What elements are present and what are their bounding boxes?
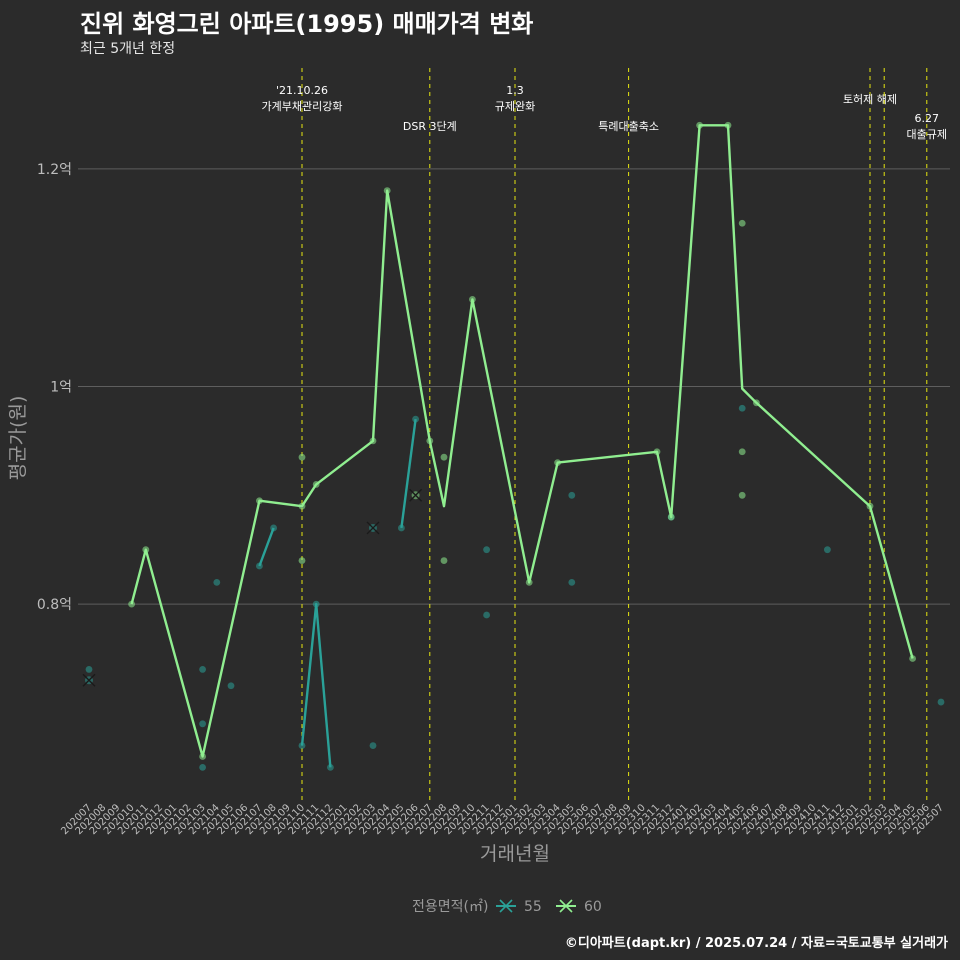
marked-point-x — [82, 673, 96, 687]
series-60 — [128, 121, 916, 760]
data-point — [483, 611, 490, 619]
data-point — [738, 404, 746, 412]
event-label: '21.10.26 — [276, 84, 328, 97]
data-point — [568, 578, 576, 586]
data-point — [227, 682, 235, 690]
marked-point-x — [409, 488, 423, 502]
data-point — [298, 557, 306, 564]
data-point — [298, 453, 306, 461]
data-point — [369, 742, 377, 749]
data-point — [199, 666, 207, 673]
data-point — [937, 698, 945, 706]
event-label: 가계부채관리강화 — [262, 100, 343, 113]
chart-title: 진위 화영그린 아파트(1995) 매매가격 변화 — [80, 10, 534, 38]
chart-subtitle: 최근 5개년 한정 — [80, 41, 176, 57]
series-line — [400, 418, 417, 529]
legend: 전용면적(㎡) 55 60 — [412, 899, 602, 915]
event-label: 1.3 — [506, 84, 524, 97]
y-tick-label: 0.8억 — [37, 597, 72, 613]
data-point — [568, 491, 576, 499]
legend-x-icon — [559, 899, 573, 913]
data-point — [398, 524, 405, 532]
legend-x-icon — [499, 899, 513, 913]
legend-label-55: 55 — [524, 899, 542, 915]
legend-label-60: 60 — [584, 899, 602, 915]
marked-point-x — [366, 521, 380, 535]
series-55 — [82, 404, 945, 771]
data-point — [199, 720, 207, 728]
series-line — [300, 602, 332, 768]
event-label: 규제완화 — [495, 100, 535, 113]
event-label: DSR 3단계 — [403, 120, 457, 133]
data-point — [824, 546, 831, 554]
y-axis-title: 평균가(원) — [7, 396, 29, 481]
event-label: 토허제 해제 — [843, 92, 897, 106]
data-point — [738, 219, 746, 227]
series-line — [130, 124, 914, 758]
data-point — [199, 763, 207, 771]
data-point — [483, 546, 490, 554]
y-tick-label: 1.2억 — [37, 162, 72, 178]
data-point — [738, 491, 746, 499]
series-line — [258, 527, 275, 567]
data-point — [85, 666, 93, 673]
data-point — [128, 600, 136, 608]
data-point — [440, 453, 448, 461]
y-tick-label: 1억 — [50, 379, 72, 395]
event-label: 대출규제 — [907, 128, 947, 141]
y-tick-labels: 0.8억 1억 1.2억 — [37, 162, 72, 613]
event-label: 특례대출축소 — [598, 120, 659, 133]
data-point — [440, 557, 448, 564]
legend-title: 전용면적(㎡) — [412, 899, 488, 915]
source-caption: ©디아파트(dapt.kr) / 2025.07.24 / 자료=국토교통부 실… — [564, 936, 948, 951]
gridlines — [78, 168, 950, 605]
x-tick-labels: 2020072020082020092020102020112020122021… — [59, 802, 946, 837]
data-point — [738, 448, 746, 456]
data-point — [213, 578, 221, 586]
event-label: 6.27 — [915, 112, 940, 125]
x-axis-title: 거래년월 — [480, 843, 550, 865]
series-layer — [82, 121, 945, 771]
